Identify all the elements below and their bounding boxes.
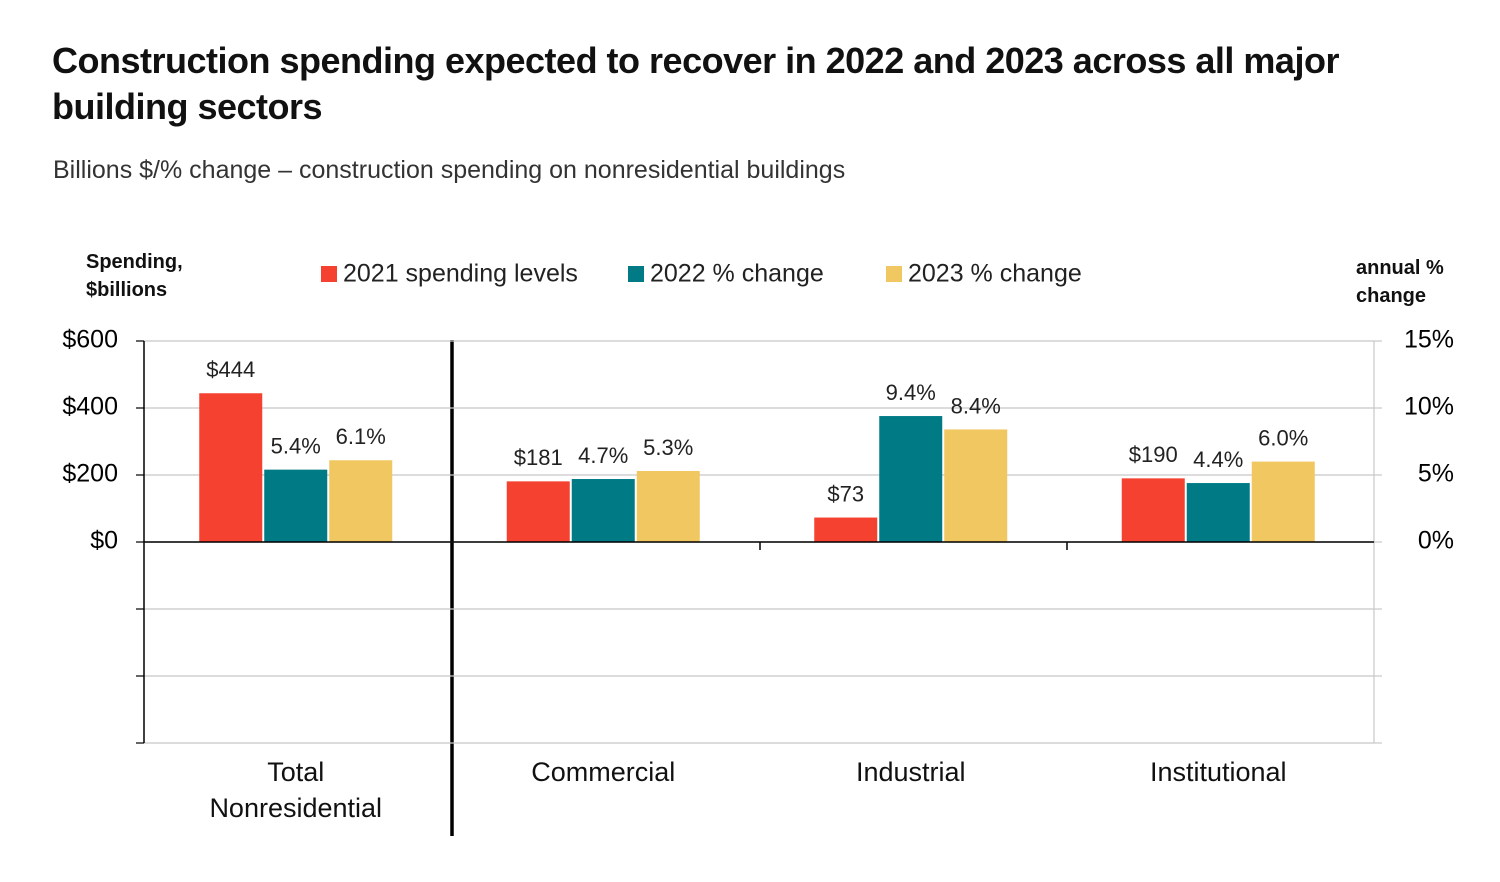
data-label: 9.4% bbox=[886, 380, 936, 405]
y-axis-title: Spending, $billions bbox=[86, 251, 183, 301]
legend-swatch bbox=[321, 266, 337, 282]
bar bbox=[636, 470, 700, 542]
x-tick-label: Commercial bbox=[531, 757, 676, 787]
legend-label: 2021 spending levels bbox=[343, 260, 578, 288]
x-tick-label: Total Nonresidential bbox=[209, 757, 383, 823]
bar bbox=[264, 469, 328, 542]
bar bbox=[571, 479, 635, 542]
data-label: $73 bbox=[827, 481, 864, 506]
data-label: $190 bbox=[1129, 442, 1178, 467]
y-tick-label: $200 bbox=[62, 460, 118, 488]
bar bbox=[199, 393, 263, 542]
y-tick-label: $600 bbox=[62, 326, 118, 354]
y2-axis-title: annual % change bbox=[1356, 257, 1444, 307]
bar bbox=[1251, 461, 1315, 542]
data-label: 6.0% bbox=[1258, 425, 1308, 450]
x-tick-label: Industrial bbox=[855, 757, 966, 787]
legend-swatch bbox=[628, 266, 644, 282]
legend-label: 2023 % change bbox=[908, 260, 1082, 288]
chart-subtitle: Billions $/% change – construction spend… bbox=[53, 156, 846, 184]
y2-tick-label: 10% bbox=[1404, 393, 1454, 421]
bar bbox=[879, 416, 943, 542]
data-label: 4.7% bbox=[578, 443, 628, 468]
bar bbox=[329, 460, 393, 542]
data-label: 6.1% bbox=[336, 424, 386, 449]
data-label: $181 bbox=[514, 445, 563, 470]
y-tick-label: $0 bbox=[90, 527, 118, 555]
data-label: $444 bbox=[206, 357, 255, 382]
data-label: 5.3% bbox=[643, 435, 693, 460]
legend-label: 2022 % change bbox=[650, 260, 824, 288]
bar bbox=[1186, 483, 1250, 542]
y2-tick-label: 0% bbox=[1418, 527, 1454, 555]
bar bbox=[506, 481, 570, 542]
legend-swatch bbox=[886, 266, 902, 282]
x-tick-label: Institutional bbox=[1149, 757, 1287, 787]
y-tick-label: $400 bbox=[62, 393, 118, 421]
data-label: 8.4% bbox=[951, 393, 1001, 418]
y2-tick-label: 15% bbox=[1404, 326, 1454, 354]
bar bbox=[944, 429, 1008, 542]
data-label: 5.4% bbox=[271, 433, 321, 458]
bar bbox=[1121, 478, 1185, 542]
data-label: 4.4% bbox=[1193, 447, 1243, 472]
chart-title: Construction spending expected to recove… bbox=[52, 40, 1339, 127]
bar bbox=[814, 517, 878, 542]
y2-tick-label: 5% bbox=[1418, 460, 1454, 488]
